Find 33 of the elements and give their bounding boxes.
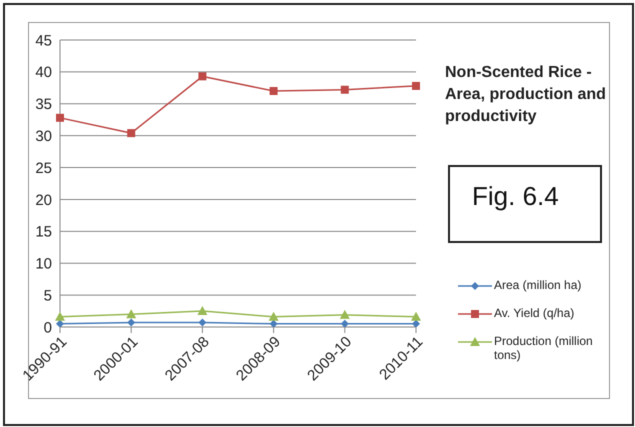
- point: [340, 320, 349, 327]
- point: [197, 306, 208, 316]
- y-tick-label: 0: [44, 319, 52, 336]
- y-tick-label: 25: [35, 160, 52, 177]
- point: [55, 312, 65, 321]
- y-tick-label: 30: [35, 128, 52, 145]
- text: Non-Scented Rice - Area, production and productivity: [445, 63, 607, 127]
- point: [340, 86, 349, 94]
- legend-label: Av. Yield (q/ha): [494, 306, 576, 320]
- caption: Fig. 6.4: [448, 165, 602, 243]
- y-tick-label: 35: [35, 96, 52, 114]
- point: [412, 320, 420, 327]
- y-tick-label: 15: [35, 224, 52, 241]
- y-tick-label: 20: [35, 192, 52, 209]
- y-tick-label: 45: [35, 32, 52, 50]
- y-tick-label: 40: [35, 64, 52, 82]
- point: [198, 318, 206, 327]
- point: [56, 320, 64, 327]
- point: [268, 312, 279, 321]
- point: [411, 312, 421, 321]
- point: [270, 87, 278, 96]
- legend-label: Production (million tons): [494, 334, 594, 362]
- point: [56, 114, 64, 122]
- point: [127, 129, 136, 138]
- y-tick-label: 5: [44, 287, 52, 304]
- point: [127, 318, 136, 327]
- legend-label: Area (million ha): [494, 278, 582, 292]
- point: [340, 310, 350, 319]
- point: [126, 309, 136, 318]
- point: [198, 72, 206, 80]
- point: [412, 82, 420, 90]
- y-tick-label: 10: [35, 256, 52, 273]
- point: [270, 320, 278, 327]
